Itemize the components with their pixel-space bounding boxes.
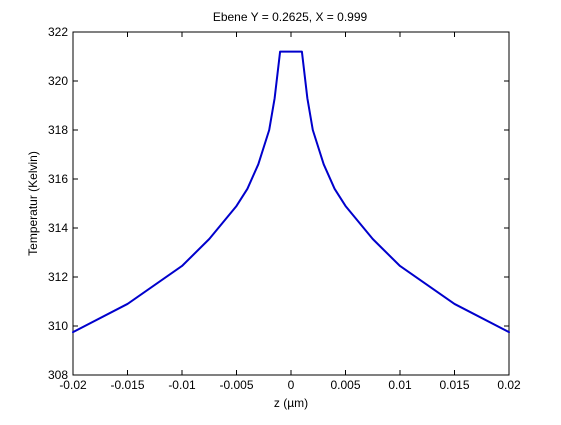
y-tick-label: 308 <box>48 368 68 382</box>
y-tick-label: 322 <box>48 25 68 39</box>
y-tick-label: 310 <box>48 319 68 333</box>
x-axis-label: z (µm) <box>274 396 308 410</box>
series-layer <box>72 50 510 334</box>
x-tick-label: 0.005 <box>330 378 360 392</box>
x-tick-label: 0.015 <box>439 378 469 392</box>
y-tick-label: 320 <box>48 74 68 88</box>
x-tick-label: 0.01 <box>388 378 412 392</box>
x-tick-label: 0.02 <box>497 378 521 392</box>
plot-frame <box>72 31 510 376</box>
series-line-0 <box>72 50 510 334</box>
x-tick-label: -0.02 <box>59 378 87 392</box>
x-tick-label: -0.005 <box>219 378 253 392</box>
y-tick-label: 316 <box>48 172 68 186</box>
x-tick-label: -0.01 <box>168 378 196 392</box>
y-tick-label: 312 <box>48 270 68 284</box>
y-tick-label: 314 <box>48 221 68 235</box>
y-tick-label: 318 <box>48 123 68 137</box>
axis-ticks: -0.02 -0.015 -0.01 -0.005 0 0.005 0.01 0.015 0.0… <box>48 25 521 392</box>
x-tick-label: -0.015 <box>110 378 144 392</box>
y-axis-label: Temperatur (Kelvin) <box>26 151 40 256</box>
chart-title: Ebene Y = 0.2625, X = 0.999 <box>213 10 368 24</box>
x-tick-label: 0 <box>288 378 295 392</box>
